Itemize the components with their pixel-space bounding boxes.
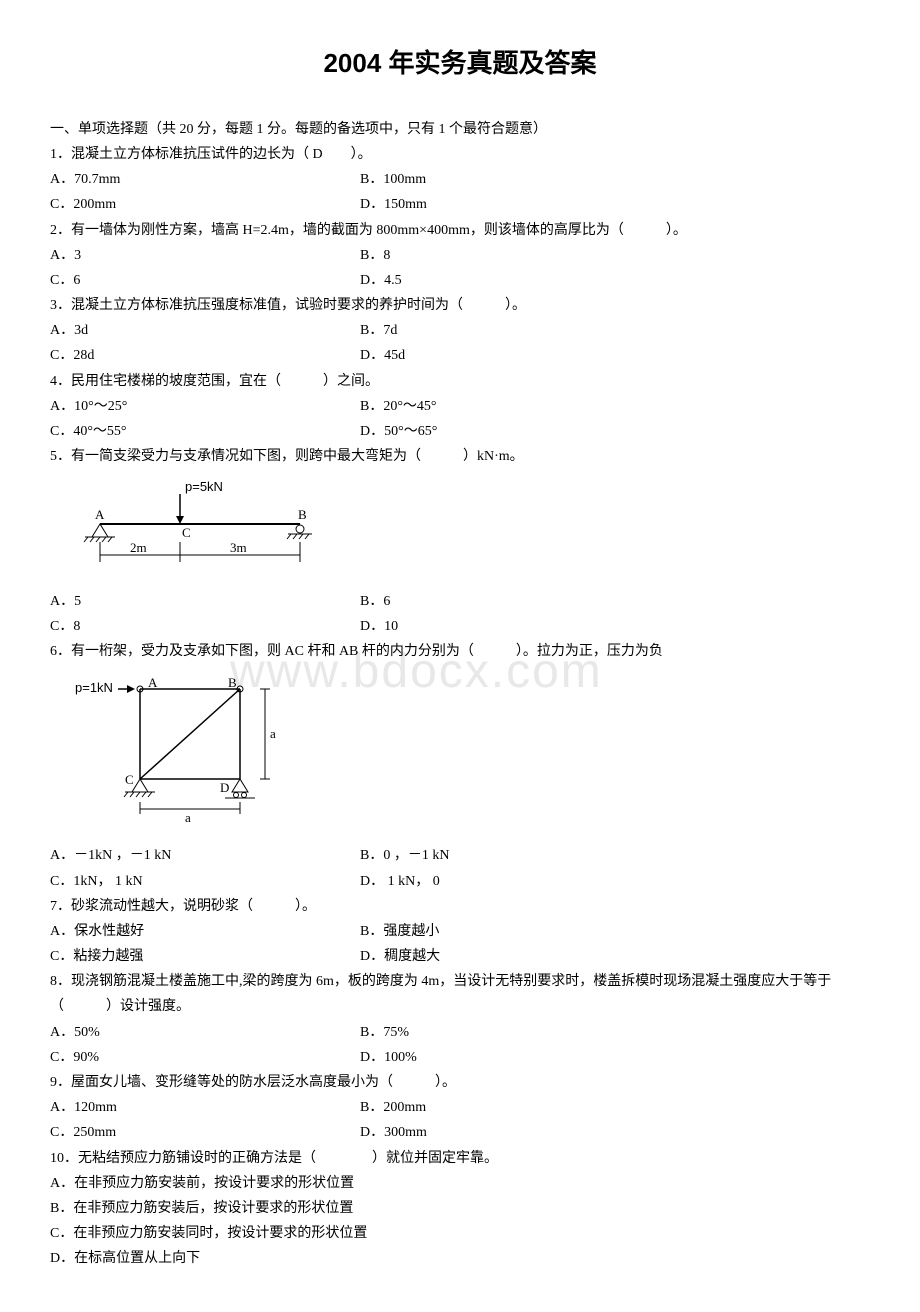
q3-option-b: B．7d [360,318,670,343]
question-2: 2．有一墙体为刚性方案，墙高 H=2.4m，墙的截面为 800mm×400mm，… [50,218,870,243]
q5-option-a: A．5 [50,589,360,614]
q6-point-b: B [228,675,237,690]
q6-dim-h: a [185,810,191,824]
q10-option-d: D．在标高位置从上向下 [50,1246,870,1271]
q10-option-b: B．在非预应力筋安装后，按设计要求的形状位置 [50,1196,870,1221]
q4-option-b: B．20°～45° [360,394,670,419]
q3-option-d: D．45d [360,343,670,368]
question-3: 3．混凝土立方体标准抗压强度标准值，试验时要求的养护时间为（ ）。 [50,293,870,318]
q7-option-b: B．强度越小 [360,919,670,944]
q4-option-d: D．50°～65° [360,419,670,444]
q9-option-c: C．250mm [50,1120,360,1145]
dim2-label: 3m [230,540,247,555]
q5-diagram: p=5kN A B C 2m 3m [70,479,870,578]
q8-option-b: B．75% [360,1020,670,1045]
q8-option-d: D．100% [360,1045,670,1070]
q1-option-b: B．100mm [360,167,670,192]
q5-option-b: B．6 [360,589,670,614]
point-b-label: B [298,507,307,522]
q6-option-a: A．－1kN ，－1 kN [50,843,360,868]
point-c-label: C [182,525,191,540]
q6-option-c: C．1kN， 1 kN [50,869,360,894]
question-6: 6．有一桁架，受力及支承如下图，则 AC 杆和 AB 杆的内力分别为（ ）。拉力… [50,639,870,664]
q4-option-c: C．40°～55° [50,419,360,444]
question-8: 8．现浇钢筋混凝土楼盖施工中,梁的跨度为 6m，板的跨度为 4m，当设计无特别要… [50,969,870,1019]
question-1: 1．混凝土立方体标准抗压试件的边长为（ D ）。 [50,142,870,167]
q10-option-c: C．在非预应力筋安装同时，按设计要求的形状位置 [50,1221,870,1246]
point-a-label: A [95,507,105,522]
q6-load-label: p=1kN [75,680,113,695]
q7-option-a: A．保水性越好 [50,919,360,944]
q7-option-d: D．稠度越大 [360,944,670,969]
q6-point-a: A [148,675,158,690]
q7-option-c: C．粘接力越强 [50,944,360,969]
q6-point-c: C [125,772,134,787]
q3-option-c: C．28d [50,343,360,368]
q5-option-c: C．8 [50,614,360,639]
page-title: 2004 年实务真题及答案 [50,40,870,87]
q9-option-b: B．200mm [360,1095,670,1120]
dim1-label: 2m [130,540,147,555]
q8-option-a: A．50% [50,1020,360,1045]
q1-option-d: D．150mm [360,192,670,217]
q1-option-a: A．70.7mm [50,167,360,192]
q4-option-a: A．10°～25° [50,394,360,419]
q9-option-d: D．300mm [360,1120,670,1145]
q6-point-d: D [220,780,229,795]
q2-option-d: D．4.5 [360,268,670,293]
question-4: 4．民用住宅楼梯的坡度范围，宜在（ ）之间。 [50,369,870,394]
question-7: 7．砂浆流动性越大，说明砂浆（ ）。 [50,894,870,919]
q6-dim-v: a [270,726,276,741]
question-10: 10．无粘结预应力筋铺设时的正确方法是（ ）就位并固定牢靠。 [50,1146,870,1171]
q2-option-b: B．8 [360,243,670,268]
load-label: p=5kN [185,479,223,494]
q2-option-a: A．3 [50,243,360,268]
question-9: 9．屋面女儿墙、变形缝等处的防水层泛水高度最小为（ ）。 [50,1070,870,1095]
q6-option-d: D． 1 kN， 0 [360,869,670,894]
section-header: 一、单项选择题（共 20 分，每题 1 分。每题的备选项中，只有 1 个最符合题… [50,117,870,142]
q6-option-b: B．0 ，－1 kN [360,843,670,868]
q8-option-c: C．90% [50,1045,360,1070]
q9-option-a: A．120mm [50,1095,360,1120]
q3-option-a: A．3d [50,318,360,343]
question-5: 5．有一简支梁受力与支承情况如下图，则跨中最大弯矩为（ ）kN·m。 [50,444,870,469]
q5-option-d: D．10 [360,614,670,639]
q2-option-c: C．6 [50,268,360,293]
q10-option-a: A．在非预应力筋安装前，按设计要求的形状位置 [50,1171,870,1196]
q1-option-c: C．200mm [50,192,360,217]
q6-diagram: p=1kN A B C D a a [70,674,870,833]
